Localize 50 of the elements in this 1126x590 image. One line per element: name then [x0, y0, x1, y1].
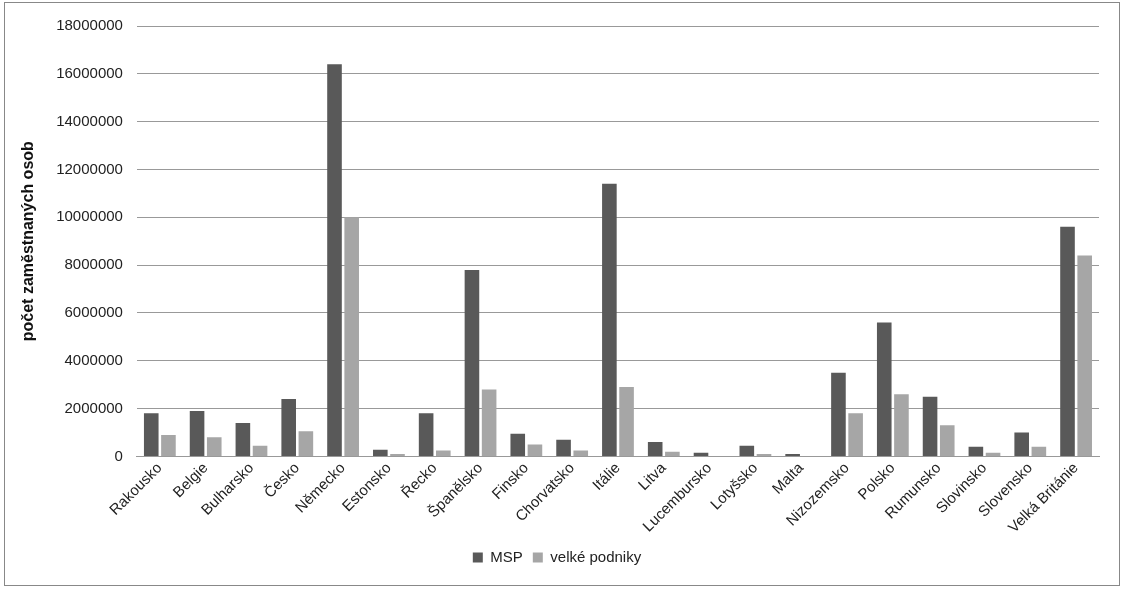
- bar: [848, 413, 863, 456]
- bar: [252, 445, 268, 456]
- bar: [373, 449, 388, 456]
- y-tick-label: 16000000: [56, 63, 123, 81]
- bar: [143, 413, 159, 456]
- y-tick-label: 4000000: [64, 350, 123, 368]
- bar: [1060, 226, 1075, 456]
- bar: [436, 450, 451, 456]
- bar: [1014, 432, 1029, 456]
- legend-label: MSP: [490, 547, 523, 565]
- y-tick-label: 12000000: [56, 159, 123, 177]
- bar: [894, 394, 909, 456]
- bar: [876, 322, 892, 456]
- bar: [327, 64, 342, 456]
- bar: [464, 269, 480, 456]
- bar: [281, 399, 296, 456]
- bar: [161, 434, 176, 456]
- bar: [831, 372, 846, 456]
- bar: [619, 387, 634, 456]
- y-tick-label: 8000000: [64, 255, 123, 273]
- bar: [939, 425, 955, 456]
- bar: [665, 451, 680, 456]
- bar: [556, 439, 571, 456]
- y-tick-label: 2000000: [64, 398, 123, 416]
- bar: [418, 413, 434, 456]
- bar: [739, 445, 755, 456]
- y-axis-title: počet zaměstnaných osob: [19, 140, 37, 342]
- bar: [693, 452, 709, 456]
- y-tick-label: 0: [114, 446, 123, 464]
- bar: [206, 437, 222, 456]
- y-tick-label: 10000000: [56, 207, 123, 225]
- bar: [602, 183, 617, 456]
- bar: [344, 217, 359, 456]
- bar: [510, 433, 526, 456]
- bar: [235, 422, 251, 456]
- bar: [481, 389, 497, 456]
- bar: [647, 442, 663, 456]
- y-tick-label: 6000000: [64, 303, 123, 321]
- bar: [189, 410, 205, 456]
- bar: [922, 396, 938, 456]
- bar: [985, 452, 1001, 456]
- bar: [968, 446, 984, 456]
- bar: [527, 444, 543, 456]
- y-tick-label: 18000000: [56, 16, 123, 34]
- bar: [298, 431, 314, 456]
- bar: [1031, 446, 1047, 456]
- bar: [1077, 255, 1092, 456]
- y-tick-label: 14000000: [56, 111, 123, 129]
- bar: [573, 450, 589, 456]
- legend-label: velké podniky: [550, 547, 642, 565]
